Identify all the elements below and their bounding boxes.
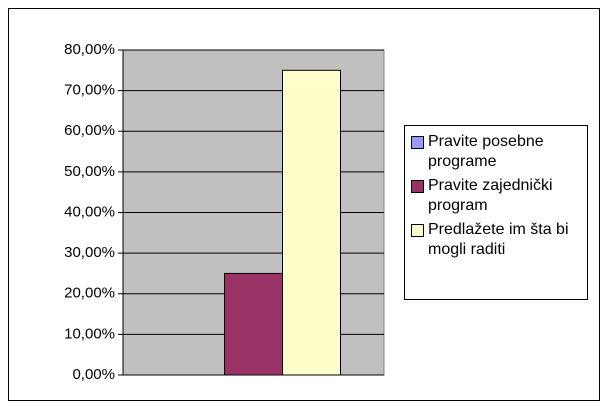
- legend: Pravite posebne programe Pravite zajednič…: [404, 125, 588, 300]
- bar: [224, 272, 283, 376]
- legend-entry: Predlažete im šta bi mogli raditi: [411, 220, 583, 260]
- legend-label: Pravite posebne programe: [428, 133, 544, 170]
- y-tick-label: 80,00%: [64, 41, 115, 58]
- y-tick-label: 30,00%: [64, 244, 115, 261]
- y-tick-label: 40,00%: [64, 203, 115, 220]
- legend-swatch: [411, 180, 424, 193]
- y-tick-label: 20,00%: [64, 285, 115, 302]
- legend-entry: Pravite posebne programe: [411, 132, 583, 172]
- legend-label: Pravite zajednički program: [428, 177, 553, 214]
- bar: [282, 69, 341, 376]
- legend-swatch: [411, 136, 424, 149]
- y-tick-label: 50,00%: [64, 163, 115, 180]
- y-tick-label: 10,00%: [64, 325, 115, 342]
- legend-entry: Pravite zajednički program: [411, 176, 583, 216]
- legend-swatch: [411, 224, 424, 237]
- y-tick-label: 0,00%: [72, 366, 115, 383]
- legend-label: Predlažete im šta bi mogli raditi: [428, 221, 569, 258]
- y-tick-label: 60,00%: [64, 122, 115, 139]
- y-tick-label: 70,00%: [64, 82, 115, 99]
